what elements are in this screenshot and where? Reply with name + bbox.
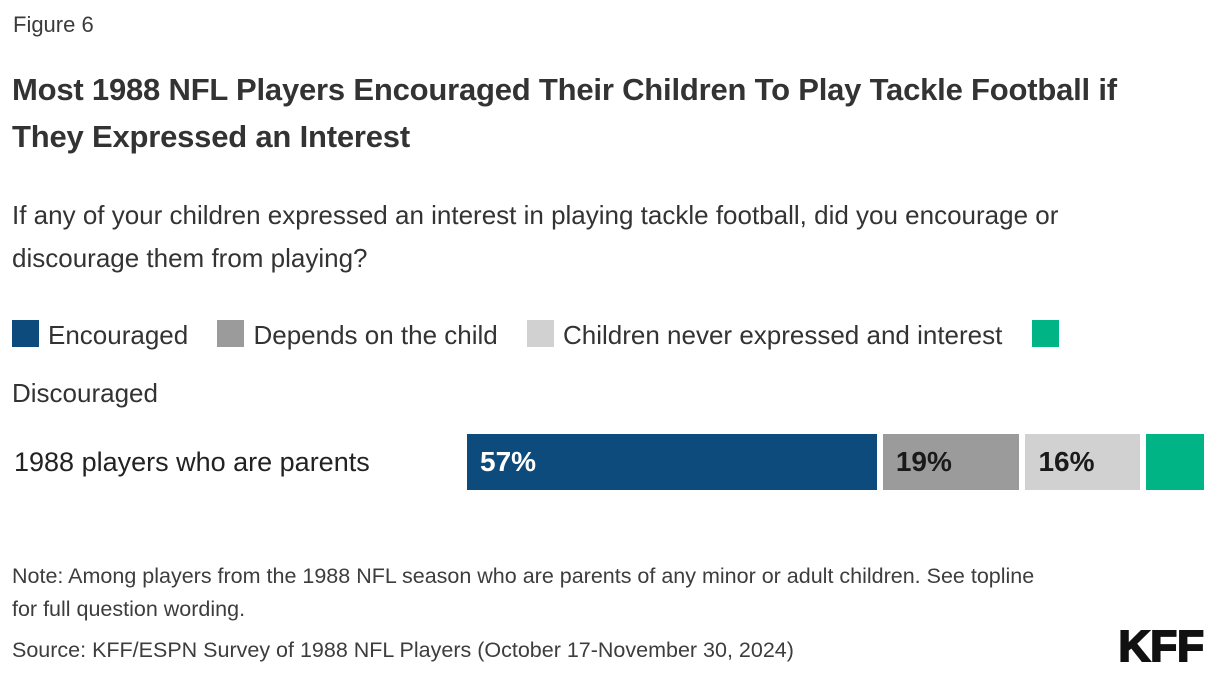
bar-segment-value-label: 19% — [895, 446, 952, 477]
source-text: Source: KFF/ESPN Survey of 1988 NFL Play… — [12, 638, 794, 662]
legend-label: Depends on the child — [253, 320, 498, 350]
bar-segment-value-label: 57% — [480, 446, 537, 477]
chart-legend: Encouraged Depends on the child Children… — [12, 306, 1162, 422]
bar-segment: 16% — [1025, 434, 1141, 490]
legend-item: Depends on the child — [217, 320, 498, 350]
legend-item: Children never expressed and interest — [527, 320, 1002, 350]
figure-number-label: Figure 6 — [13, 12, 94, 37]
legend-label: Discouraged — [12, 378, 158, 408]
note-text: Note: Among players from the 1988 NFL se… — [12, 564, 1035, 621]
legend-swatch-icon — [217, 320, 245, 347]
bar-segment-value-label: 16% — [1038, 446, 1095, 477]
stacked-bar: 57% 19% 16% — [467, 434, 1204, 490]
bar-segment: 57% — [467, 434, 877, 490]
legend-swatch-icon — [12, 320, 39, 347]
chart-title: Most 1988 NFL Players Encouraged Their C… — [12, 72, 1117, 154]
bar-row: 1988 players who are parents 57% 19% 16% — [0, 434, 1220, 490]
bar-segment: 19% — [882, 434, 1020, 490]
bar-category-label: 1988 players who are parents — [14, 447, 370, 477]
legend-item: Discouraged — [12, 320, 1068, 408]
legend-label: Children never expressed and interest — [563, 320, 1003, 350]
legend-item: Encouraged — [12, 320, 188, 350]
legend-swatch-icon — [1031, 320, 1059, 347]
legend-swatch-icon — [527, 320, 554, 347]
bar-segment — [1146, 434, 1204, 490]
legend-label: Encouraged — [48, 320, 189, 350]
kff-logo: KFF — [1117, 621, 1205, 672]
chart-subtitle-question: If any of your children expressed an int… — [12, 200, 1059, 273]
